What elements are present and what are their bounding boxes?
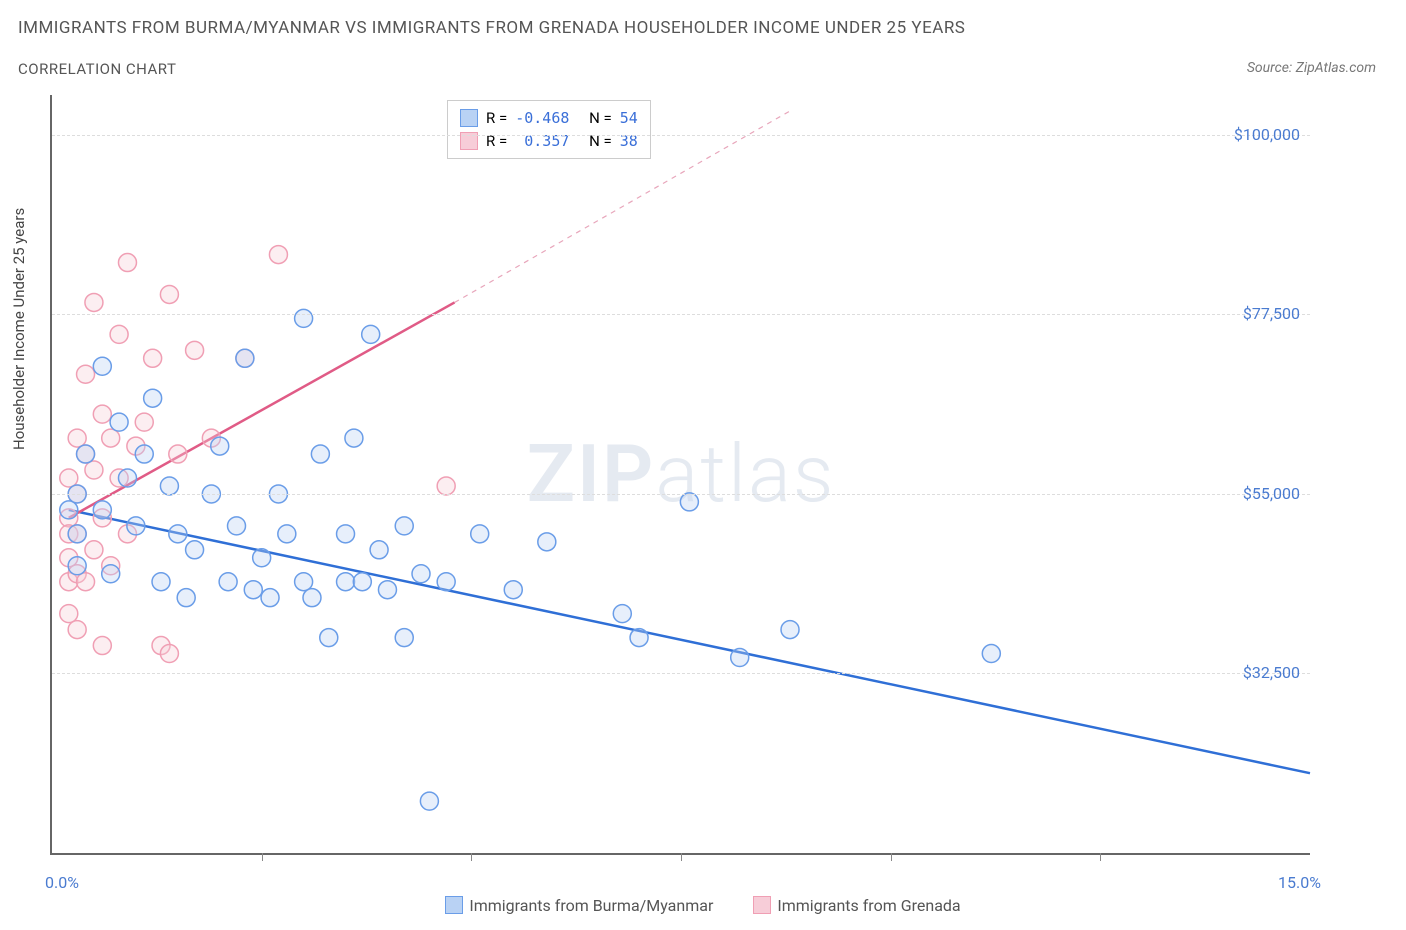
chart-plot-area: ZIPatlas R = -0.468 N = 54 R = 0.357 N =… [50,95,1310,855]
legend-label-grenada: Immigrants from Grenada [777,896,960,915]
corr-row-grenada: R = 0.357 N = 38 [460,130,638,153]
legend-label-burma: Immigrants from Burma/Myanmar [469,896,713,915]
legend-item-burma: Immigrants from Burma/Myanmar [445,896,713,915]
y-tick-label: $32,500 [1243,663,1300,682]
source-credit: Source: ZipAtlas.com [1247,60,1376,76]
swatch-burma-bottom [445,896,463,914]
n-value-burma: 54 [620,107,638,130]
r-label: R = [486,107,507,130]
x-min-label: 0.0% [45,873,79,892]
source-label: Source: [1247,60,1292,76]
chart-subtitle: CORRELATION CHART [18,60,176,78]
legend-item-grenada: Immigrants from Grenada [753,896,960,915]
n-label: N = [589,107,612,130]
scatter-svg [52,95,1310,853]
corr-row-burma: R = -0.468 N = 54 [460,107,638,130]
n-value-grenada: 38 [620,130,638,153]
y-axis-label: Householder Income Under 25 years [10,208,28,450]
x-max-label: 15.0% [1278,873,1321,892]
source-name: ZipAtlas.com [1296,60,1376,76]
y-tick-label: $55,000 [1243,484,1300,503]
chart-title: IMMIGRANTS FROM BURMA/MYANMAR VS IMMIGRA… [18,18,965,38]
y-tick-label: $100,000 [1234,125,1300,144]
r-value-burma: -0.468 [515,107,569,130]
r-value-grenada: 0.357 [515,130,569,153]
n-label: N = [589,130,612,153]
r-label: R = [486,130,507,153]
swatch-grenada-bottom [753,896,771,914]
y-tick-label: $77,500 [1243,304,1300,323]
bottom-legend: Immigrants from Burma/Myanmar Immigrants… [0,896,1406,919]
correlation-legend: R = -0.468 N = 54 R = 0.357 N = 38 [447,100,651,159]
swatch-burma [460,109,478,127]
